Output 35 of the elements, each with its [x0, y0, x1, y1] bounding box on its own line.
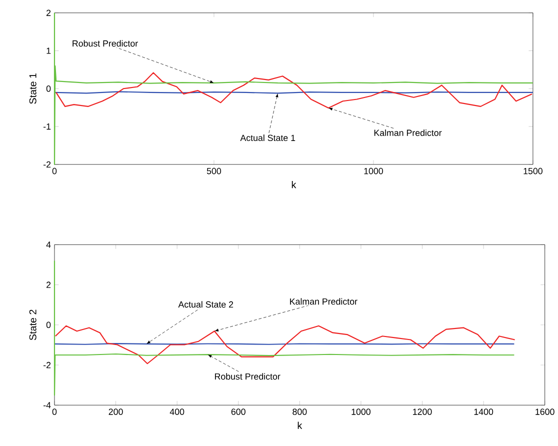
x-tick-label: 0 — [52, 168, 57, 174]
y-tick-label: 2 — [46, 10, 51, 16]
y-tick-label: 0 — [46, 86, 51, 92]
y-tick-label: 1 — [46, 48, 51, 54]
x-tick-label: 200 — [108, 408, 123, 416]
x-axis-title: k — [292, 181, 296, 188]
y-axis-title: State 1 — [29, 74, 36, 104]
text: Kalman Predictor — [290, 298, 358, 305]
x-tick-label: 1500 — [524, 168, 542, 174]
x-tick-label: 1000 — [364, 168, 383, 174]
x-tick-label: 1600 — [536, 408, 554, 416]
y-tick-label: -1 — [44, 124, 51, 130]
y-axis-title: State 2 — [29, 310, 36, 340]
text: Actual State 1 — [240, 134, 296, 142]
line-series — [56, 72, 533, 109]
text: Kalman Predictor — [374, 130, 442, 136]
y-tick-label: -2 — [44, 161, 51, 168]
line-series — [54, 12, 534, 166]
x-axis-title: k — [298, 422, 302, 429]
x-tick-label: 1000 — [352, 408, 370, 416]
x-tick-label: 400 — [170, 408, 184, 416]
series-label: Robust Predictor — [215, 373, 280, 380]
y-tick-label: -4 — [44, 402, 51, 408]
y-tick-label: 0 — [46, 322, 51, 328]
text: Actual State 2 — [178, 301, 234, 308]
x-tick-label: 800 — [292, 408, 307, 416]
x-tick-label: 600 — [231, 408, 246, 416]
x-tick-label: 1400 — [474, 408, 494, 416]
text: Robust Predictor — [72, 40, 138, 47]
x-tick-label: 1200 — [413, 408, 432, 416]
y-tick-label: -2 — [44, 362, 51, 368]
y-tick-label: 2 — [46, 282, 51, 288]
x-tick-label: 0 — [52, 408, 57, 416]
y-tick-label: 4 — [46, 242, 51, 248]
x-tick-label: 500 — [206, 168, 222, 174]
